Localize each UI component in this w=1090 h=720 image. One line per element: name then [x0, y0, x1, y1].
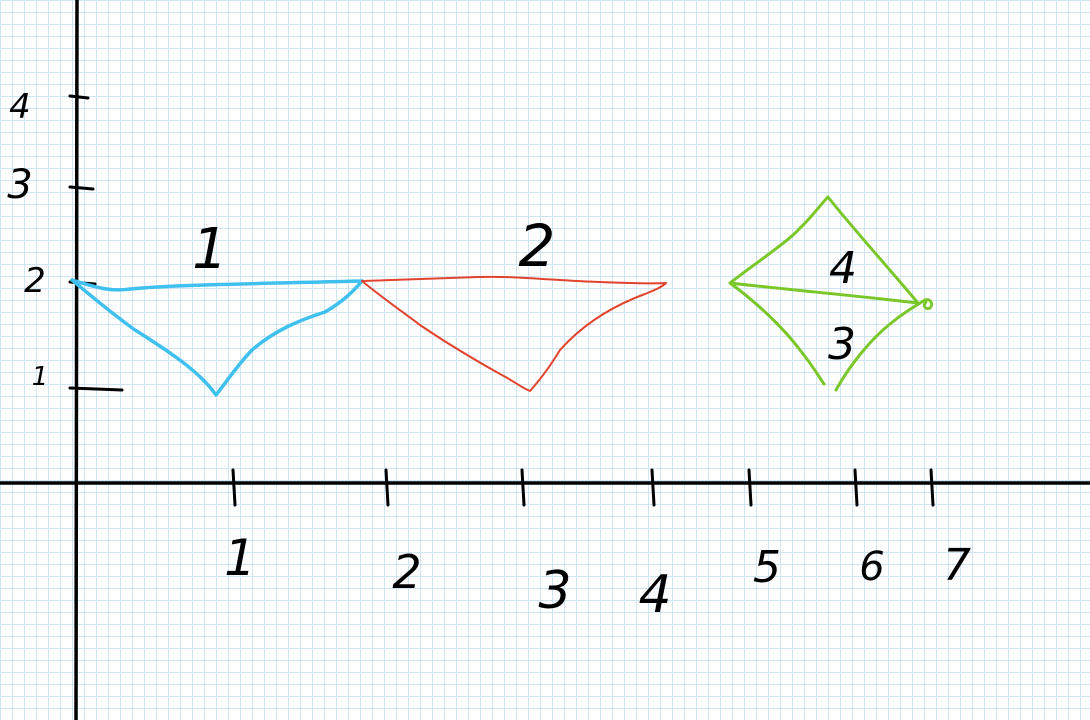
x-tick-5: [747, 468, 753, 507]
x-tick-labels: 1 2 3 4 5 6 7: [224, 529, 971, 625]
x-tick-3: [520, 468, 526, 507]
y-tick-4: [68, 94, 90, 100]
y-tick-label-4: 4: [9, 87, 31, 127]
shape-2-label: 2: [519, 212, 556, 280]
x-tick-label-7: 7: [943, 540, 971, 591]
x-tick-7: [929, 468, 935, 507]
y-tick-labels: 1 2 3 4: [7, 87, 48, 392]
x-tick-2: [384, 468, 390, 507]
labels: 1 2 4 3: [192, 212, 857, 370]
x-tick-4: [650, 468, 656, 507]
x-tick-label-2: 2: [392, 545, 421, 599]
y-tick-label-1: 1: [32, 362, 49, 392]
shape-4-label: 4: [829, 243, 857, 294]
shape-3-4-green-quadrilateral: [728, 195, 934, 392]
shape-2-red-triangle: [361, 275, 667, 392]
x-tick-label-5: 5: [753, 542, 781, 593]
x-tick-1: [231, 468, 237, 507]
y-axis: [74, 0, 79, 720]
x-tick-label-1: 1: [224, 529, 256, 587]
x-tick-marks: [231, 468, 935, 507]
x-tick-6: [853, 468, 859, 507]
x-tick-label-6: 6: [859, 544, 884, 590]
shape-3-label: 3: [828, 319, 856, 370]
x-tick-label-3: 3: [538, 561, 571, 621]
y-tick-label-3: 3: [7, 162, 32, 208]
x-tick-label-4: 4: [638, 565, 671, 625]
y-tick-1: [68, 386, 124, 392]
shape-1-label: 1: [192, 217, 228, 282]
shape-1-blue-triangle: [70, 278, 364, 397]
y-tick-3: [68, 185, 95, 191]
y-tick-label-2: 2: [24, 261, 46, 301]
